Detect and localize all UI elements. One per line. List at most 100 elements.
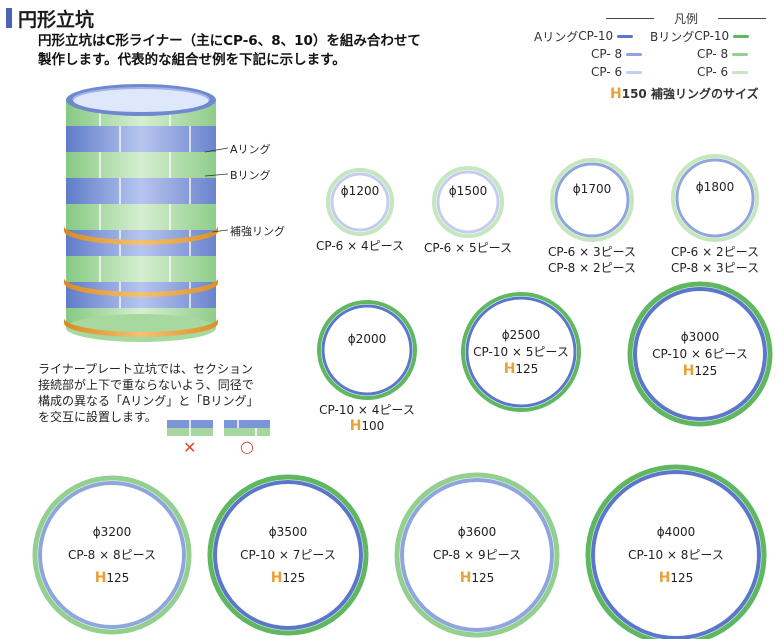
- ring-info: ϕ4000 CP-10 × 8ピース H125: [616, 521, 736, 590]
- ring-outer-b: [326, 168, 394, 236]
- ring-info: ϕ3500 CP-10 × 7ピース H125: [228, 521, 348, 590]
- note-line-1: ライナープレート立坑では、セクション: [38, 362, 254, 376]
- ring-info: ϕ3000 CP-10 × 6ピース H125: [640, 329, 760, 380]
- ring-outer-b: [207, 474, 369, 636]
- legend: 凡例 Aリング CP-10 Bリング CP-10 CP- 8 CP- 8 CP-…: [510, 8, 775, 103]
- ring-composition-line: CP-8 × 9ピース: [432, 547, 522, 562]
- legend-a-cp10: Aリング CP-10: [534, 28, 634, 44]
- ring-outer-b: [461, 292, 581, 412]
- a-ring-pointer: [204, 147, 229, 153]
- ring-inner-a: [400, 478, 554, 632]
- ring-h-value: 125: [670, 570, 694, 585]
- ring-h-value: 125: [515, 361, 539, 376]
- legend-b-cp8-swatch: [732, 52, 749, 56]
- ring-h-value: 125: [282, 570, 306, 585]
- ring-h-size: H100: [307, 418, 427, 434]
- ring-inner-a: [554, 162, 630, 238]
- ring-composition: CP-6 × 2ピース CP-8 × 3ピース: [655, 244, 775, 276]
- ring-composition-line: CP-6 × 2ピース: [670, 245, 760, 259]
- ring-diagram: [461, 292, 581, 412]
- b-ring-pointer: [204, 173, 229, 177]
- ring-inner-a: [321, 304, 413, 396]
- ring-h-mark: H: [682, 362, 695, 379]
- ring-h-value: 125: [694, 363, 718, 378]
- legend-heading: 凡例: [606, 10, 766, 27]
- legend-b-cp10: Bリング CP-10: [650, 28, 750, 44]
- ring-info: ϕ3200 CP-8 × 8ピース H125: [52, 521, 172, 590]
- page-title: 円形立坑: [18, 9, 95, 31]
- legend-h-mark: H: [610, 86, 622, 102]
- legend-h-text: 150 補強リングのサイズ: [621, 87, 759, 101]
- ring-diagram: [432, 166, 504, 238]
- shaft-label-reinforce-ring: 補強リング: [230, 225, 285, 238]
- title-accent-bar: [6, 8, 12, 28]
- ring-composition-line: CP-8 × 3ピース: [670, 261, 760, 275]
- ring-h-size: H125: [52, 567, 172, 590]
- legend-h-note: H150 補強リングのサイズ: [610, 85, 759, 102]
- ring-diagram: [550, 158, 634, 242]
- ring-composition-line: CP-10 × 8ピース: [628, 547, 724, 562]
- ring-diagram: [326, 168, 394, 236]
- ring-diameter: ϕ3600: [457, 524, 497, 539]
- legend-b-ring-label: Bリング: [650, 29, 695, 44]
- note-line-4: を交互に設置します。: [38, 410, 157, 424]
- ring-h-mark: H: [270, 569, 283, 586]
- ring-diameter: ϕ3200: [92, 524, 132, 539]
- ring-h-size: H125: [417, 567, 537, 590]
- ring-h-value: 100: [361, 419, 385, 433]
- ring-composition-line: CP-10 × 6ピース: [652, 346, 748, 361]
- ring-composition-line: CP-10 × 7ピース: [240, 547, 336, 562]
- ring-h-size: H125: [616, 567, 736, 590]
- ring-outer-b: [585, 464, 767, 639]
- intro-text: 円形立坑はC形ライナー（主にCP-6、8、10）を組み合わせて 製作します。代表…: [38, 32, 421, 70]
- ring-diagram: [671, 154, 759, 242]
- legend-a-cp10-label: CP-10: [578, 29, 614, 43]
- shaft-label-b-ring: Bリング: [230, 169, 271, 182]
- ring-inner-a: [38, 481, 186, 629]
- ring-h-mark: H: [503, 360, 516, 377]
- ring-diameter: ϕ1200: [340, 184, 380, 198]
- legend-b-cp10-label: CP-10: [694, 29, 730, 43]
- ring-diameter: ϕ2500: [501, 327, 541, 342]
- ring-composition-line: CP-6 × 5ピース: [423, 241, 513, 255]
- ring-outer-b: [550, 158, 634, 242]
- ring-h-value: 125: [471, 570, 495, 585]
- ring-outer-b: [627, 281, 773, 427]
- ring-outer-b: [432, 166, 504, 238]
- legend-b-cp10-swatch: [733, 34, 750, 38]
- legend-a-cp8: CP- 8: [591, 46, 643, 62]
- ring-outer-b: [32, 475, 192, 635]
- alternating-note: ライナープレート立坑では、セクション 接続部が上下で重ならないよう、同径で 構成…: [38, 361, 258, 425]
- ring-inner-a: [436, 170, 500, 234]
- ring-composition: CP-10 × 4ピース H100: [307, 402, 427, 434]
- legend-a-cp6-swatch: [626, 70, 643, 74]
- ring-h-value: 125: [106, 570, 130, 585]
- ring-composition-line: CP-8 × 8ピース: [67, 547, 157, 562]
- good-mark-icon: ○: [240, 437, 254, 456]
- intro-line-1: 円形立坑はC形ライナー（主にCP-6、8、10）を組み合わせて: [38, 33, 421, 49]
- ring-diagrams: [32, 154, 773, 639]
- ring-composition-line: CP-10 × 4ピース: [319, 403, 415, 417]
- ring-composition-line: CP-6 × 3ピース: [547, 245, 637, 259]
- ring-diagram: [627, 281, 773, 427]
- ring-h-size: H125: [461, 361, 581, 378]
- ring-diameter: ϕ3000: [680, 329, 720, 344]
- ring-inner-a: [675, 158, 755, 238]
- ring-diagram: [317, 300, 417, 400]
- shaft-label-a-ring: Aリング: [230, 143, 271, 156]
- ring-diagram: [207, 474, 369, 636]
- ring-outer-b: [671, 154, 759, 242]
- legend-a-cp6: CP- 6: [591, 64, 643, 80]
- ring-outer-b: [317, 300, 417, 400]
- ring-diagram: [32, 475, 192, 635]
- legend-b-cp8: CP- 8: [697, 46, 749, 62]
- shaft-body: [64, 84, 218, 342]
- ring-diameter: ϕ1500: [448, 184, 488, 198]
- ring-h-mark: H: [658, 569, 671, 586]
- joint-example-good: [224, 420, 270, 436]
- ring-diagram: [585, 464, 767, 639]
- ring-h-size: H125: [640, 363, 760, 380]
- ring-h-mark: H: [349, 418, 362, 434]
- legend-a-cp8-swatch: [626, 52, 643, 56]
